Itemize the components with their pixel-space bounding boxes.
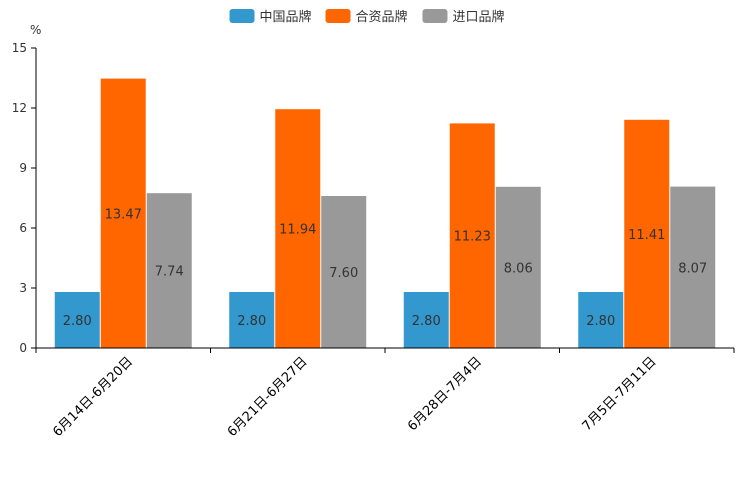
bar-data-label: 2.80	[412, 314, 441, 329]
legend-swatch	[325, 9, 351, 23]
legend-swatch	[422, 9, 448, 23]
y-tick-label: 3	[19, 281, 27, 295]
y-axis-unit-label: %	[30, 23, 41, 37]
bar	[578, 292, 624, 348]
bar-data-label: 2.80	[63, 314, 92, 329]
bar	[54, 292, 100, 348]
y-tick-label: 0	[19, 341, 27, 355]
x-category-label: 7月5日-7月11日	[580, 354, 660, 434]
x-axis: 6月14日-6月20日 6月21日-6月27日 6月28日-7月4日 7月5日-7月1…	[35, 347, 735, 440]
legend-label: 合资品牌	[356, 9, 408, 25]
bar	[229, 292, 275, 348]
legend-item: 中国品牌	[229, 9, 312, 25]
bar	[275, 109, 321, 348]
legend-item: 进口品牌	[422, 9, 505, 25]
bar	[670, 186, 716, 348]
x-category-label: 6月28日-7月4日	[405, 354, 485, 434]
bar-data-label: 8.06	[504, 261, 533, 276]
legend-label: 中国品牌	[260, 9, 312, 25]
bar-data-label: 2.80	[586, 314, 615, 329]
bar-data-label: 13.47	[105, 207, 142, 222]
legend-label: 进口品牌	[453, 9, 505, 25]
bar-data-label: 11.23	[454, 230, 491, 245]
bar	[403, 292, 449, 348]
legend-item: 合资品牌	[325, 9, 408, 25]
y-tick-label: 15	[12, 41, 27, 55]
bar-data-label: 7.60	[329, 266, 358, 281]
y-tick-label: 9	[19, 161, 27, 175]
x-category-label: 6月14日-6月20日	[50, 354, 136, 440]
bar	[321, 196, 367, 348]
bar	[146, 193, 192, 348]
legend-swatch	[229, 9, 255, 23]
bar-data-label: 11.94	[279, 223, 316, 238]
y-axis: 0 3 6 9 12 15	[12, 41, 37, 355]
y-tick-label: 6	[19, 221, 27, 235]
y-tick-label: 12	[12, 101, 27, 115]
bar-data-label: 2.80	[237, 314, 266, 329]
bar-data-label: 11.41	[628, 228, 665, 243]
bar	[449, 123, 495, 349]
bars: 2.80 13.47 7.74 2.80 11.94 7.60 2.80 11.23 8.06 2…	[54, 78, 716, 349]
bar	[495, 186, 541, 348]
bar-data-label: 7.74	[155, 265, 184, 280]
bar	[100, 78, 146, 348]
legend: 中国品牌 合资品牌 进口品牌	[229, 9, 505, 25]
x-category-label: 6月21日-6月27日	[225, 354, 311, 440]
bar	[624, 119, 670, 348]
bar-data-label: 8.07	[678, 261, 707, 276]
